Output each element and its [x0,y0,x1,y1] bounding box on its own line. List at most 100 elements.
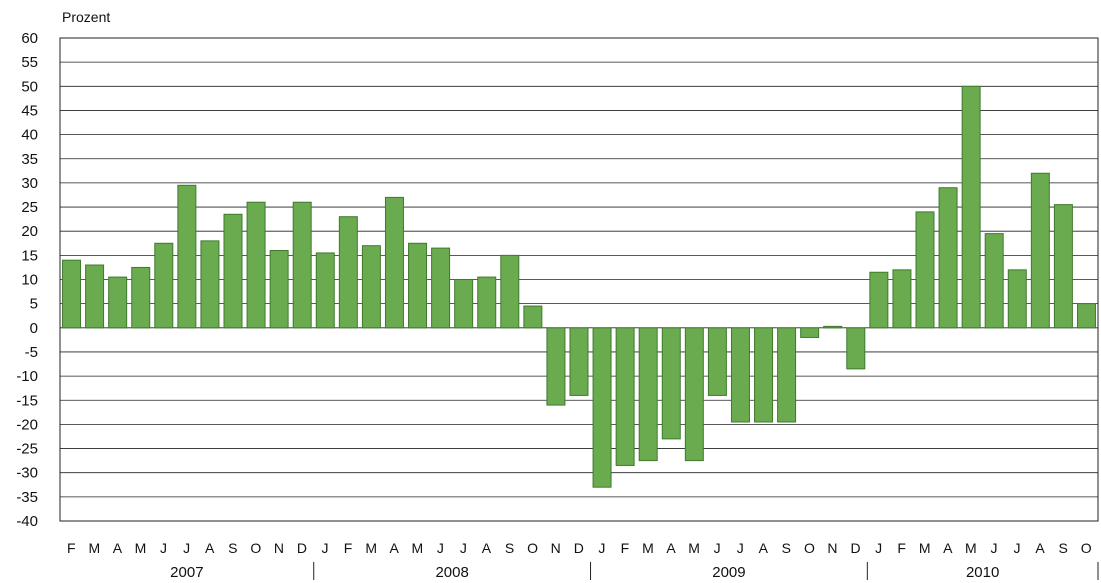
x-tick-label: M [642,540,654,556]
x-tick-label: N [551,540,562,556]
x-tick-label: J [598,540,606,556]
x-tick-label: M [365,540,377,556]
bar [961,85,981,329]
bar [638,327,658,462]
x-tick-label: A [205,540,215,556]
y-tick-label: 10 [21,272,38,289]
bar [823,325,843,329]
x-tick-label: A [390,540,400,556]
bar [131,266,151,329]
y-tick-label: -35 [16,489,38,506]
bar [1053,204,1073,329]
x-tick-label: J [1014,540,1022,556]
y-tick-label: -20 [16,416,38,433]
bar [338,216,358,329]
bar [754,327,774,423]
x-tick-label: A [666,540,676,556]
y-tick-label: 50 [21,78,38,95]
y-tick-label: 55 [21,54,38,71]
x-tick-label: M [89,540,101,556]
year-label: 2008 [435,564,468,581]
y-axis-title: Prozent [62,9,110,25]
y-tick-label: 15 [21,247,38,264]
x-tick-label: M [688,540,700,556]
x-tick-label: N [827,540,838,556]
year-label: 2010 [966,564,999,581]
y-tick-label: 5 [30,296,38,313]
bar [62,259,82,329]
x-tick-label: S [228,540,238,556]
bar [892,269,912,329]
x-tick-label: A [113,540,123,556]
x-tick-label: S [782,540,792,556]
y-tick-label: 40 [21,127,38,144]
y-tick-label: -25 [16,441,38,458]
bar [915,211,935,329]
x-tick-label: F [897,540,906,556]
bar [200,240,220,329]
bar [615,327,635,466]
bar [500,254,520,329]
x-tick-label: A [482,540,492,556]
y-tick-label: -40 [16,513,38,530]
x-tick-label: O [527,540,538,556]
x-tick-label: O [250,540,261,556]
bar [292,201,312,329]
x-tick-label: M [919,540,931,556]
x-tick-label: S [505,540,515,556]
bar [108,276,128,329]
bar [223,213,243,329]
y-tick-label: 20 [21,223,38,240]
bar [661,327,681,440]
x-tick-label: D [850,540,861,556]
x-tick-label: M [135,540,147,556]
bar [869,271,889,329]
bar [846,327,866,370]
y-tick-label: 35 [21,151,38,168]
x-tick-label: D [297,540,308,556]
x-tick-label: O [1081,540,1092,556]
x-tick-label: S [1058,540,1068,556]
x-tick-label: F [67,540,76,556]
bar [523,305,543,329]
x-tick-label: M [411,540,423,556]
x-tick-label: J [737,540,745,556]
y-axis-ticks: 605550454035302520151050-5-10-15-20-25-3… [16,30,38,530]
bar [1030,172,1050,329]
bar [408,242,428,329]
y-tick-label: 30 [21,175,38,192]
y-tick-label: -10 [16,368,38,385]
bar [177,184,197,329]
x-tick-label: A [759,540,769,556]
bar [1076,303,1096,329]
y-tick-label: 45 [21,102,38,119]
bar [569,327,589,396]
x-tick-label: J [322,540,330,556]
bar [592,327,612,488]
bar [984,233,1004,329]
year-label: 2007 [170,564,203,581]
y-tick-label: 25 [21,199,38,216]
y-tick-label: 60 [21,30,38,47]
bar [707,327,727,396]
x-tick-label: D [574,540,585,556]
year-label: 2009 [712,564,745,581]
bar [154,242,174,329]
y-tick-label: -5 [25,344,38,361]
x-tick-label: N [274,540,285,556]
bar [684,327,704,462]
x-tick-label: F [344,540,353,556]
x-tick-label: J [990,540,998,556]
x-tick-label: J [460,540,468,556]
x-tick-label: M [965,540,977,556]
x-tick-label: J [183,540,191,556]
bar [777,327,797,423]
bar [730,327,750,423]
bar [269,250,289,329]
x-tick-label: O [804,540,815,556]
x-tick-label: J [714,540,722,556]
bar [546,327,566,406]
x-tick-label: J [437,540,445,556]
bar [431,247,451,329]
